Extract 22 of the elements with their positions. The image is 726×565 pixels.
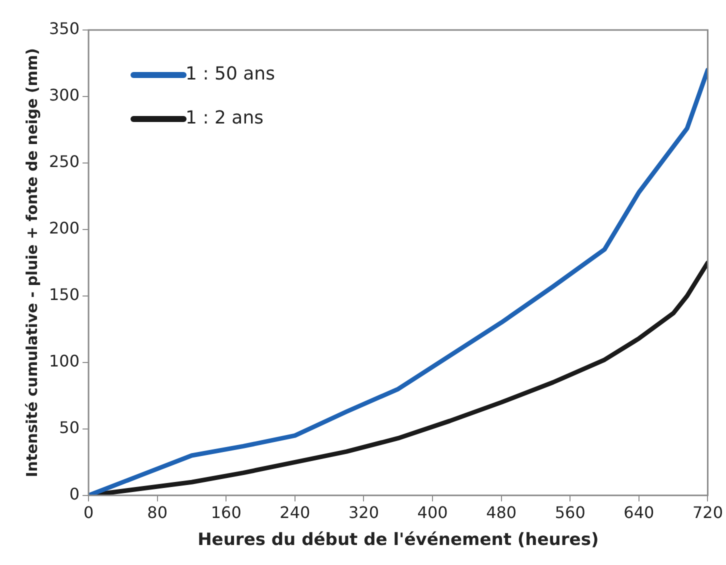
legend-label: 1 : 50 ans [186,64,275,85]
x-tick-label: 80 [147,503,168,522]
y-tick-label: 350 [48,19,80,38]
y-axis-title: Intensité cumulative - pluie + fonte de neige (mm) [22,48,41,478]
y-tick-label: 300 [48,86,80,105]
y-tick-label: 50 [59,418,80,438]
y-tick-label: 150 [48,285,80,304]
y-tick-label: 200 [48,218,80,238]
x-axis-title: Heures du début de l'événement (heures) [198,530,599,550]
legend-label: 1 : 2 ans [186,108,264,129]
x-tick-label: 640 [624,503,654,522]
x-tick-label: 160 [210,503,242,522]
y-tick-label: 250 [48,152,80,172]
x-tick-label: 560 [554,503,586,522]
x-tick-label: 320 [348,503,380,522]
x-tick-label: 240 [280,503,310,522]
x-tick-label: 400 [417,503,448,522]
x-tick-label: 0 [83,503,94,522]
x-tick-label: 480 [486,503,517,522]
y-tick-label: 0 [69,484,80,504]
x-tick-label: 720 [692,503,724,522]
y-tick-label: 100 [48,352,80,371]
